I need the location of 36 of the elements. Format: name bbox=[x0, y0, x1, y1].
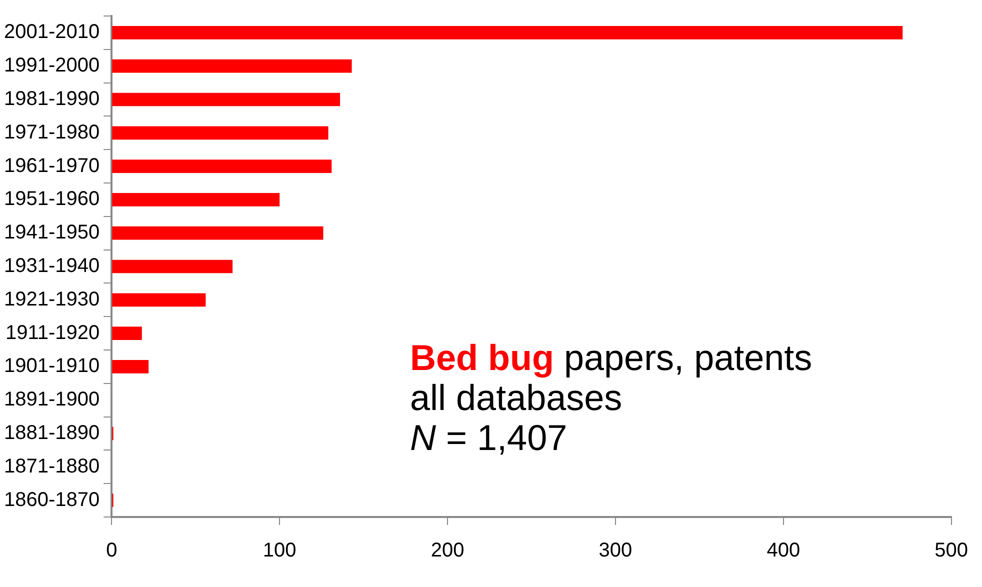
bar bbox=[112, 193, 280, 206]
bar bbox=[112, 126, 328, 140]
y-tick-label: 1961-1970 bbox=[4, 154, 100, 177]
x-tick-label: 400 bbox=[766, 540, 800, 562]
y-tick-label: 1860-1870 bbox=[4, 488, 100, 511]
annotation: Bed bug bbox=[410, 337, 554, 378]
x-tick-label: 0 bbox=[106, 540, 118, 562]
y-tick-label: 1881-1890 bbox=[4, 422, 100, 444]
annotation: papers, patents bbox=[562, 337, 812, 378]
bar bbox=[112, 260, 233, 274]
bar bbox=[112, 26, 903, 40]
y-tick-label: 1931-1940 bbox=[4, 255, 100, 278]
y-tick-label: 2001-2010 bbox=[4, 21, 100, 44]
x-tick-label: 100 bbox=[262, 540, 296, 562]
bar bbox=[112, 293, 206, 307]
x-tick-label: 200 bbox=[430, 540, 464, 562]
x-tick-label: 300 bbox=[598, 540, 632, 562]
y-tick-label: 1971-1980 bbox=[4, 121, 100, 144]
y-tick-label: 1951-1960 bbox=[4, 188, 100, 210]
x-tick-label: 500 bbox=[934, 540, 968, 562]
y-tick-label: 1911-1920 bbox=[5, 322, 100, 344]
y-tick-label: 1871-1880 bbox=[4, 455, 100, 478]
bar bbox=[112, 160, 332, 173]
annotation: all databases bbox=[410, 377, 622, 418]
y-tick-label: 1941-1950 bbox=[4, 222, 100, 244]
y-tick-label: 1901-1910 bbox=[4, 355, 100, 378]
bar bbox=[112, 326, 142, 340]
bar bbox=[112, 59, 352, 73]
y-tick-label: 1891-1900 bbox=[4, 388, 100, 411]
bar bbox=[112, 92, 340, 106]
y-tick-label: 1991-2000 bbox=[4, 54, 100, 77]
annotation: N = 1,407 bbox=[410, 417, 568, 458]
bar bbox=[112, 226, 324, 240]
y-tick-label: 1981-1990 bbox=[4, 88, 100, 110]
y-tick-label: 1921-1930 bbox=[4, 288, 100, 310]
bar bbox=[112, 360, 149, 374]
